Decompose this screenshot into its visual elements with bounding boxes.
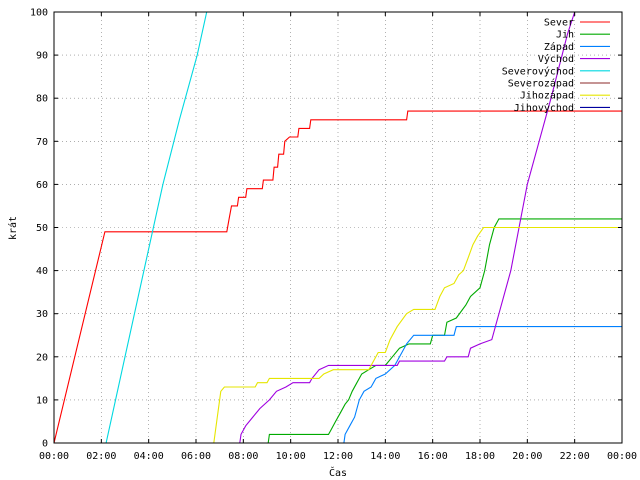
x-tick-label: 08:00 [228, 451, 258, 462]
legend-label-vychod: Východ [538, 53, 574, 65]
y-tick-label: 70 [36, 137, 48, 148]
series-layer [54, 12, 622, 443]
y-tick-label: 0 [42, 439, 48, 450]
legend: SeverJihZápadVýchodSeverovýchodSeverozáp… [502, 18, 610, 114]
legend-label-sever: Sever [544, 18, 574, 29]
series-line-jih [54, 218, 622, 443]
x-tick-label: 20:00 [512, 451, 542, 462]
x-tick-label: 06:00 [181, 451, 211, 462]
x-axis-label: Čas [329, 466, 347, 479]
x-tick-label: 00:00 [39, 451, 69, 462]
y-tick-label: 40 [36, 266, 48, 277]
y-axis-label: krát [7, 216, 19, 240]
x-tick-label: 12:00 [323, 451, 353, 462]
x-tick-label: 18:00 [465, 451, 495, 462]
legend-label-severovychod: Severovýchod [502, 65, 574, 77]
legend-label-zapad: Západ [544, 41, 574, 53]
y-tick-label: 100 [30, 8, 48, 19]
series-line-severovychod [54, 12, 208, 443]
series-line-sever [54, 110, 622, 443]
y-tick-label: 90 [36, 51, 48, 62]
legend-label-jih: Jih [556, 30, 574, 41]
y-tick-label: 20 [36, 352, 48, 363]
legend-label-jihovychod: Jihovýchod [514, 102, 574, 114]
x-tick-label: 22:00 [560, 451, 590, 462]
series-line-zapad [54, 326, 622, 443]
x-tick-label: 00:00 [607, 451, 637, 462]
tick-layer: 00:00 02:00 04:00 06:00 08:00 10:00 12:00 14:00… [30, 8, 637, 463]
x-tick-label: 16:00 [418, 451, 448, 462]
x-tick-label: 14:00 [370, 451, 400, 462]
x-tick-label: 02:00 [86, 451, 116, 462]
y-tick-label: 10 [36, 395, 48, 406]
legend-label-severozapad: Severozápad [508, 78, 574, 90]
grid-layer [54, 12, 622, 443]
series-line-vychod [54, 12, 576, 443]
y-tick-label: 30 [36, 309, 48, 320]
y-tick-label: 50 [36, 223, 48, 234]
series-line-jihozapad [54, 226, 622, 443]
y-tick-label: 80 [36, 94, 48, 105]
legend-label-jihozapad: Jihozápad [520, 90, 574, 102]
y-tick-label: 60 [36, 180, 48, 191]
x-tick-label: 10:00 [276, 451, 306, 462]
x-tick-label: 04:00 [134, 451, 164, 462]
